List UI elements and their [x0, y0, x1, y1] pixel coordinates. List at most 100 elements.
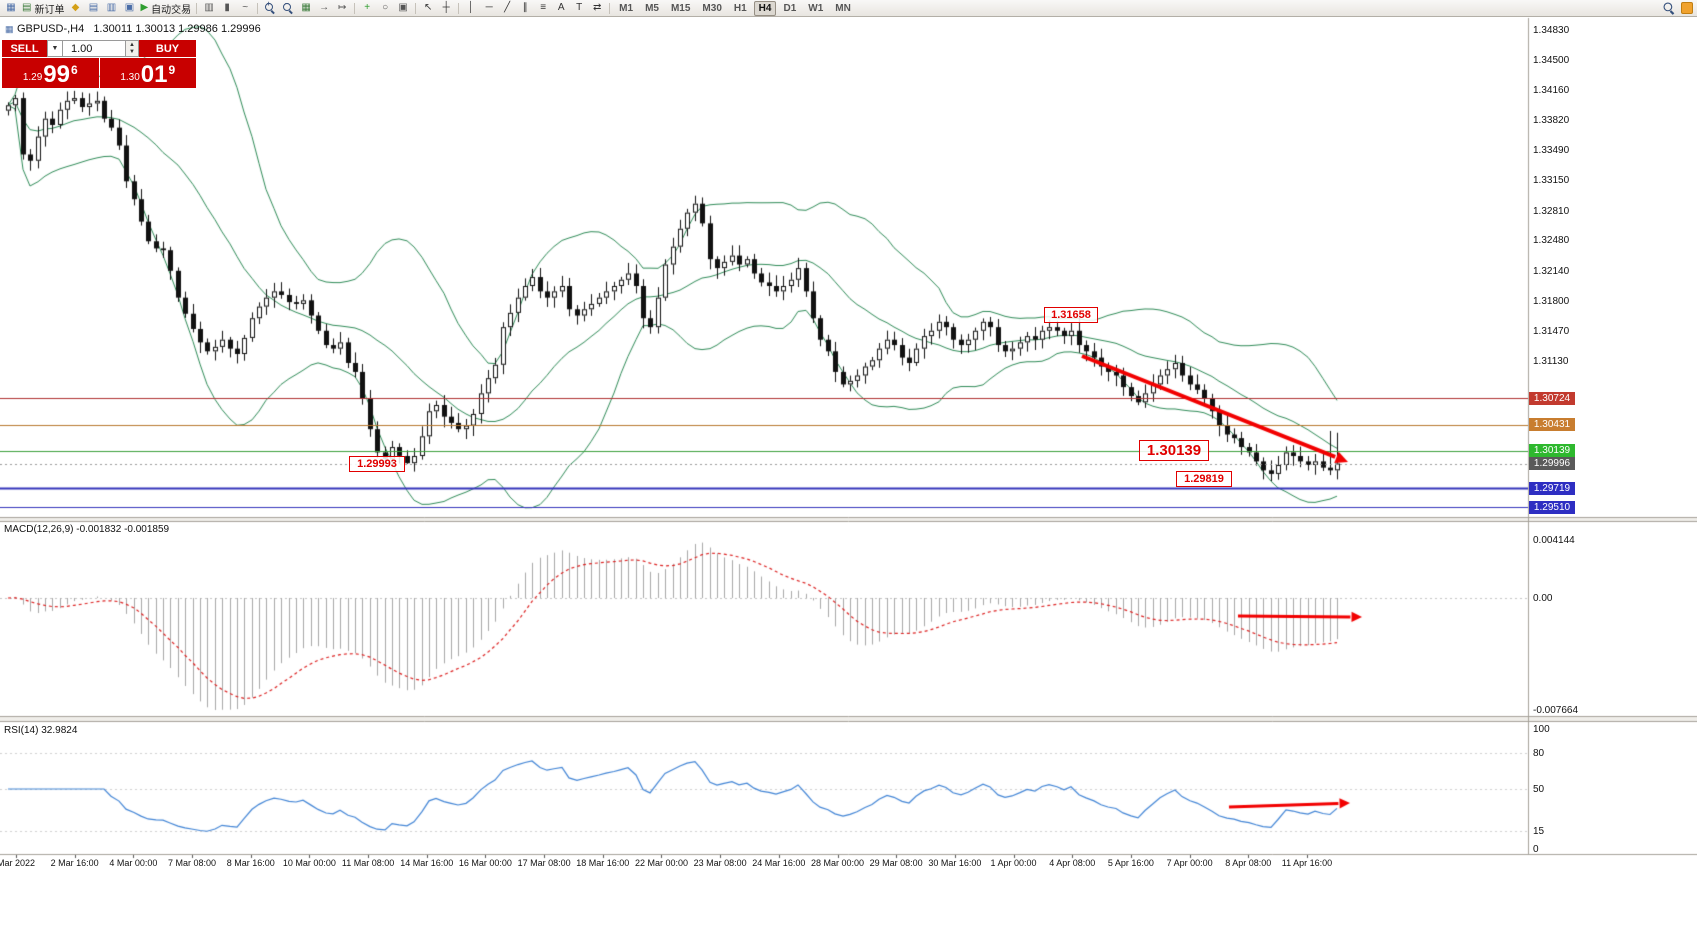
label-icon[interactable]: T: [570, 1, 588, 16]
candlestick-chart-icon[interactable]: ▮: [218, 1, 236, 16]
chart-title: GBPUSD-,H4: [17, 23, 85, 35]
trendline-icon-glyph: ╱: [504, 2, 511, 13]
time-axis-label: 17 Mar 08:00: [517, 858, 571, 868]
timeframe-m30-button[interactable]: M30: [702, 2, 722, 14]
fibonacci-icon-glyph: ≡: [540, 2, 547, 13]
timeframe-h1-button[interactable]: H1: [733, 2, 747, 14]
bar-chart-icon-glyph: ▥: [204, 2, 214, 13]
sell-button[interactable]: SELL: [2, 40, 47, 57]
macd-axis-label: 0.004144: [1533, 535, 1575, 546]
navigator-icon[interactable]: ▥: [102, 1, 120, 16]
sell-price-box[interactable]: 1.29 99 6: [2, 58, 99, 88]
new-order-button[interactable]: ▤ 新订单: [20, 1, 66, 16]
notification-badge[interactable]: [1681, 2, 1693, 14]
time-axis-label: 14 Mar 16:00: [400, 858, 454, 868]
auto-scroll-icon[interactable]: →: [315, 1, 333, 16]
period-icon-glyph: ○: [382, 2, 389, 13]
new-order-button-glyph: ▤: [22, 2, 32, 13]
arrows-icon[interactable]: ⇄: [588, 1, 606, 16]
price-annotation: 1.31658: [1044, 306, 1098, 323]
search-icon[interactable]: [1663, 2, 1675, 14]
time-axis-label: 11 Mar 08:00: [341, 858, 395, 868]
cursor-icon[interactable]: ↖: [419, 1, 437, 16]
timeframe-mn-button[interactable]: MN: [835, 2, 851, 14]
timeframe-m5-button[interactable]: M5: [645, 2, 659, 14]
rsi-indicator-label: RSI(14) 32.9824: [4, 725, 78, 736]
zoom-in-icon-sign: +: [266, 1, 271, 8]
auto-trading-button[interactable]: ▶ 自动交易: [138, 1, 193, 16]
volume-up-button[interactable]: ▲: [129, 41, 135, 48]
fibonacci-icon[interactable]: ≡: [534, 1, 552, 16]
terminal-icon-glyph: ▣: [124, 2, 135, 13]
price-annotation: 1.29993: [349, 455, 405, 472]
auto-scroll-icon-glyph: →: [319, 2, 330, 13]
price-tag: 1.29510: [1529, 500, 1575, 514]
zoom-in-icon[interactable]: +: [261, 1, 279, 16]
rsi-axis-label: 50: [1533, 784, 1545, 795]
price-axis-label: 1.34500: [1533, 54, 1570, 66]
buy-price-pips: 01: [140, 61, 168, 88]
text-icon[interactable]: A: [552, 1, 570, 16]
line-chart-icon-glyph: ~: [242, 2, 249, 13]
charts-icon[interactable]: ▦: [2, 1, 20, 16]
toolbar-right-group: [1663, 2, 1693, 14]
period-icon[interactable]: ○: [376, 1, 394, 16]
time-axis-label: 4 Apr 08:00: [1049, 858, 1096, 868]
volume-input[interactable]: 1.00: [63, 40, 126, 57]
buy-price-point: 9: [168, 63, 176, 77]
chart-shift-icon-glyph: ↦: [337, 2, 347, 13]
timeframe-d1-button[interactable]: D1: [783, 2, 797, 14]
time-axis-label: 1 Apr 00:00: [990, 858, 1037, 868]
volume-stepper: ▲ ▼: [126, 40, 139, 57]
horizontal-line-icon[interactable]: ─: [480, 1, 498, 16]
metaeditor-icon[interactable]: ◆: [66, 1, 84, 16]
chart-shift-icon[interactable]: ↦: [333, 1, 351, 16]
rsi-axis-label: 0: [1533, 844, 1539, 855]
indicators-icon-glyph: +: [364, 2, 371, 13]
time-axis-label: 22 Mar 00:00: [634, 858, 688, 868]
time-axis-label: 29 Mar 08:00: [869, 858, 923, 868]
timeframe-w1-button[interactable]: W1: [808, 2, 824, 14]
buy-button[interactable]: BUY: [139, 40, 196, 57]
channel-icon[interactable]: ∥: [516, 1, 534, 16]
time-axis-label: 7 Apr 00:00: [1166, 858, 1213, 868]
navigator-icon-glyph: ▥: [106, 2, 117, 13]
templates-icon[interactable]: ▣: [394, 1, 412, 16]
indicators-icon[interactable]: +: [358, 1, 376, 16]
toolbar-separator: [609, 2, 611, 14]
timeframe-m1-button[interactable]: M1: [619, 2, 634, 14]
price-axis-label: 1.33490: [1533, 144, 1570, 156]
price-axis-label: 1.32140: [1533, 265, 1570, 277]
timeframe-h4-button[interactable]: H4: [753, 0, 777, 16]
bar-chart-icon[interactable]: ▥: [200, 1, 218, 16]
volume-down-button[interactable]: ▼: [129, 49, 135, 56]
time-axis-label: 2 Mar 16:00: [50, 858, 99, 868]
time-axis-label: 8 Apr 08:00: [1225, 858, 1272, 868]
buy-price-box[interactable]: 1.30 01 9: [99, 58, 196, 88]
trendline-icon[interactable]: ╱: [498, 1, 516, 16]
time-axis-label: 28 Mar 00:00: [810, 858, 865, 868]
time-axis-label: 5 Apr 16:00: [1107, 858, 1154, 868]
market-watch-icon[interactable]: ▤: [84, 1, 102, 16]
tile-windows-icon[interactable]: ▦: [297, 1, 315, 16]
zoom-out-icon[interactable]: −: [279, 1, 297, 16]
vertical-line-icon[interactable]: │: [462, 1, 480, 16]
rsi-axis-label: 100: [1533, 724, 1550, 735]
price-tag: 1.30431: [1529, 418, 1575, 432]
terminal-icon[interactable]: ▣: [120, 1, 138, 16]
price-tag: 1.30139: [1529, 444, 1575, 458]
price-tag: 1.29996: [1529, 457, 1575, 471]
price-axis-label: 1.33150: [1533, 175, 1570, 187]
line-chart-icon[interactable]: ~: [236, 1, 254, 16]
horizontal-line-icon-glyph: ─: [485, 2, 493, 13]
time-axis-label: 24 Mar 16:00: [752, 858, 806, 868]
one-click-trading-panel: SELL ▼ 1.00 ▲ ▼ BUY 1.29 99 6 1.30 01 9: [2, 40, 196, 88]
zoom-out-icon-sign: −: [284, 1, 289, 8]
volume-dropdown-button[interactable]: ▼: [47, 40, 63, 57]
crosshair-icon[interactable]: ┼: [437, 1, 455, 16]
vertical-line-icon-glyph: │: [468, 2, 475, 13]
price-tag: 1.30724: [1529, 391, 1575, 405]
price-annotation: 1.29819: [1176, 471, 1232, 488]
timeframe-m15-button[interactable]: M15: [670, 2, 691, 14]
